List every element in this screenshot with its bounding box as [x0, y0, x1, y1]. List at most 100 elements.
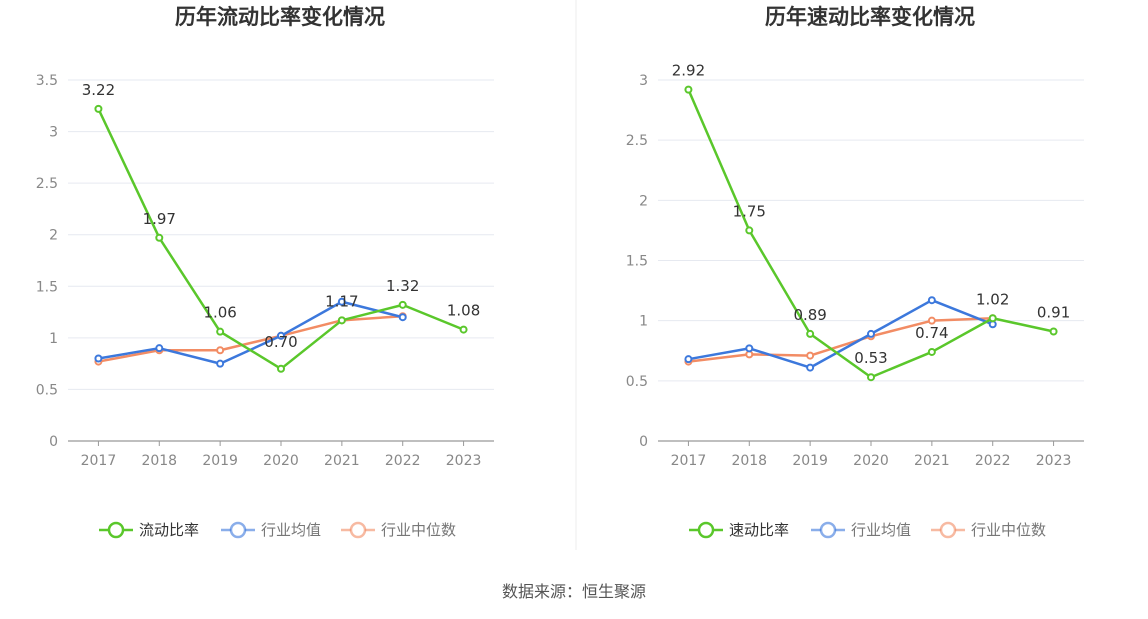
data-point[interactable]	[988, 314, 997, 323]
data-point[interactable]	[927, 347, 936, 356]
data-point[interactable]	[684, 85, 693, 94]
y-tick-label: 2.5	[626, 133, 648, 149]
x-tick-label: 2017	[81, 453, 117, 469]
y-tick-label: 1.5	[626, 254, 648, 270]
y-tick-label: 1.5	[36, 279, 58, 295]
x-tick-label: 2019	[202, 453, 238, 469]
y-tick-label: 2	[639, 193, 648, 209]
chart-title: 历年流动比率变化情况	[175, 5, 385, 29]
data-point[interactable]	[216, 359, 225, 368]
data-point[interactable]	[459, 325, 468, 334]
y-tick-label: 1	[639, 314, 648, 330]
data-point[interactable]	[398, 300, 407, 309]
data-point[interactable]	[867, 373, 875, 382]
series-line-2	[98, 300, 404, 365]
legend-circle-icon	[349, 521, 367, 539]
y-tick-label: 3	[49, 125, 58, 141]
data-point[interactable]	[745, 344, 754, 353]
x-tick-label: 2019	[792, 453, 828, 469]
legend-item-3[interactable]: 行业中位数	[931, 521, 1046, 539]
data-label: 0.74	[915, 324, 948, 342]
series-line-2	[688, 298, 994, 369]
y-tick-label: 1	[49, 331, 58, 347]
data-label: 1.08	[447, 302, 480, 320]
data-point[interactable]	[155, 344, 164, 353]
legend-circle-icon	[939, 521, 957, 539]
y-tick-label: 2.5	[36, 176, 58, 192]
legend-item-1[interactable]: 流动比率	[99, 521, 199, 539]
data-point[interactable]	[806, 363, 815, 372]
data-point[interactable]	[277, 331, 285, 340]
data-point[interactable]	[806, 351, 815, 360]
data-point[interactable]	[94, 354, 103, 363]
data-point[interactable]	[337, 297, 346, 306]
y-tick-label: 0	[49, 434, 58, 450]
x-tick-label: 2017	[671, 453, 707, 469]
data-label: 1.17	[325, 292, 358, 310]
y-tick-label: 0.5	[626, 374, 648, 390]
data-point[interactable]	[927, 316, 936, 325]
data-label: 1.02	[976, 290, 1009, 308]
legend-label: 行业均值	[851, 521, 911, 539]
data-label: 2.92	[672, 62, 705, 80]
data-point[interactable]	[216, 346, 225, 355]
legend-label: 速动比率	[729, 521, 789, 539]
legend-label: 行业均值	[261, 521, 321, 539]
data-label: 1.97	[143, 210, 176, 228]
x-tick-label: 2020	[263, 453, 299, 469]
y-tick-label: 0	[639, 434, 648, 450]
x-tick-label: 2020	[853, 453, 889, 469]
chart-panel-2: 历年速动比率变化情况 0 0.5 1 1.5 2 2.5 3 2017 2018 2019 2020 2…	[626, 5, 1084, 539]
legend-item-2[interactable]: 行业均值	[221, 521, 321, 539]
data-label: 0.89	[793, 306, 826, 324]
data-point[interactable]	[155, 233, 164, 242]
data-label: 0.53	[854, 349, 887, 367]
legend-label: 流动比率	[139, 521, 199, 539]
x-tick-label: 2018	[141, 453, 177, 469]
data-point[interactable]	[1049, 327, 1058, 336]
data-point[interactable]	[277, 364, 285, 373]
x-tick-label: 2023	[446, 453, 482, 469]
legend-circle-icon	[229, 521, 247, 539]
legend-circle-icon	[697, 521, 715, 539]
legend-item-2[interactable]: 行业均值	[811, 521, 911, 539]
data-source-text: 数据来源：恒生聚源	[501, 582, 646, 601]
data-label: 0.70	[264, 333, 297, 351]
chart-title: 历年速动比率变化情况	[765, 5, 975, 29]
x-tick-label: 2023	[1036, 453, 1072, 469]
data-label: 1.75	[733, 202, 766, 220]
chart-panel-1: 历年流动比率变化情况 0 0.5 1 1.5 2 2.5 3 3.5 2017 2018 2019 20…	[36, 5, 494, 539]
data-point[interactable]	[337, 316, 346, 325]
data-label: 3.22	[82, 81, 115, 99]
x-tick-label: 2022	[975, 453, 1011, 469]
legend-label: 行业中位数	[971, 521, 1046, 539]
x-tick-label: 2022	[385, 453, 421, 469]
data-point[interactable]	[216, 327, 225, 336]
legend-label: 行业中位数	[381, 521, 456, 539]
x-tick-label: 2021	[914, 453, 950, 469]
data-point[interactable]	[806, 329, 815, 338]
legend-item-3[interactable]: 行业中位数	[341, 521, 456, 539]
data-point[interactable]	[745, 226, 754, 235]
series-line-3	[98, 314, 403, 363]
data-label: 1.06	[203, 304, 236, 322]
data-label: 1.32	[386, 277, 419, 295]
legend-circle-icon	[107, 521, 125, 539]
data-point[interactable]	[398, 313, 407, 322]
y-tick-label: 0.5	[36, 382, 58, 398]
data-point[interactable]	[94, 104, 103, 113]
series-line-3	[688, 317, 993, 363]
y-tick-label: 3	[639, 73, 648, 89]
series-line-1	[97, 108, 465, 371]
legend-item-1[interactable]: 速动比率	[689, 521, 789, 539]
data-label: 0.91	[1037, 303, 1070, 321]
legend-circle-icon	[819, 521, 837, 539]
x-tick-label: 2021	[324, 453, 360, 469]
y-tick-label: 3.5	[36, 73, 58, 89]
data-point[interactable]	[684, 355, 693, 364]
data-point[interactable]	[927, 296, 936, 305]
y-tick-label: 2	[49, 228, 58, 244]
x-tick-label: 2018	[731, 453, 767, 469]
data-point[interactable]	[867, 329, 875, 338]
